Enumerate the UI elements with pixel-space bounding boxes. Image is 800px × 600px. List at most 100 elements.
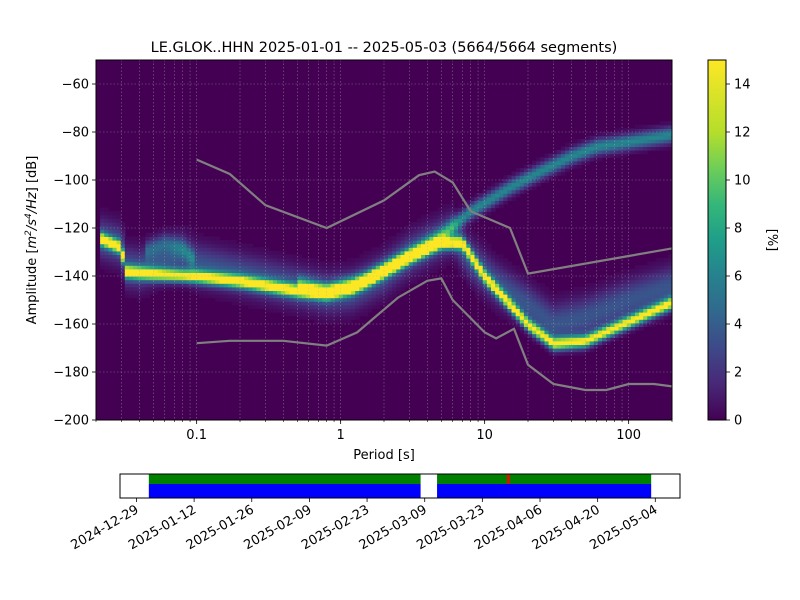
heatmap-cell [379, 247, 385, 252]
heatmap-cell [256, 304, 262, 309]
heatmap-cell [235, 250, 241, 255]
heatmap-cell [462, 204, 467, 209]
chart-title: LE.GLOK..HHN 2025-01-01 -- 2025-05-03 (5… [151, 40, 618, 56]
heatmap-cell [556, 150, 562, 155]
heatmap-cell [470, 286, 476, 291]
heatmap-cell [589, 348, 595, 353]
heatmap-cell [227, 250, 233, 255]
heatmap-cell [264, 247, 270, 252]
heatmap-cell [174, 240, 179, 245]
heatmap-cell [342, 272, 348, 277]
heatmap-cell [614, 319, 620, 324]
heatmap-cell [272, 294, 278, 299]
heatmap-cell [622, 132, 628, 137]
heatmap-cell [416, 247, 422, 252]
heatmap-cell [116, 272, 122, 277]
heatmap-cell [334, 290, 340, 295]
heatmap-cell [643, 297, 648, 302]
heatmap-cell [606, 146, 611, 151]
heatmap-cell [560, 290, 566, 295]
heatmap-cell [458, 240, 463, 245]
heatmap-cell [145, 279, 151, 284]
heatmap-cell [322, 290, 327, 295]
heatmap-cell [466, 211, 471, 216]
heatmap-cell [486, 207, 492, 212]
timeline-border [119, 473, 681, 499]
heatmap-cell [165, 236, 171, 241]
heatmap-cell [569, 294, 574, 299]
heatmap-cell [651, 319, 657, 324]
heatmap-cell [367, 268, 373, 273]
heatmap-cell [622, 326, 628, 331]
heatmap-cell [544, 301, 550, 306]
heatmap-cell [252, 254, 258, 259]
y-tick-label: −140 [53, 270, 89, 285]
heatmap-cell [322, 319, 327, 324]
heatmap-cell [602, 301, 607, 306]
heatmap-cell [149, 258, 155, 263]
heatmap-cell [235, 265, 241, 270]
heatmap-cell [301, 304, 307, 309]
heatmap-cell [597, 297, 603, 302]
heatmap-cell [392, 250, 397, 255]
heatmap-cell [384, 276, 389, 281]
heatmap-cell [207, 250, 212, 255]
heatmap-cell [474, 283, 480, 288]
heatmap-cell [470, 229, 476, 234]
heatmap-cell [330, 294, 336, 299]
heatmap-cell [289, 279, 295, 284]
heatmap-cell [528, 276, 533, 281]
heatmap-cell [647, 322, 653, 327]
heatmap-cell [503, 178, 509, 183]
heatmap-cell [569, 348, 574, 353]
heatmap-cell [346, 265, 352, 270]
heatmap-cell [610, 312, 615, 317]
heatmap-cell [552, 348, 558, 353]
heatmap-cell [536, 160, 541, 165]
heatmap-cell [433, 218, 439, 223]
heatmap-cell [528, 337, 533, 342]
heatmap-cell [523, 297, 529, 302]
heatmap-cell [433, 268, 439, 273]
heatmap-cell [573, 348, 578, 353]
heatmap-cell [330, 286, 336, 291]
colorbar-tick-label: 14 [734, 78, 751, 93]
heatmap-cell [478, 261, 484, 266]
heatmap-cell [503, 297, 509, 302]
heatmap-cell [240, 247, 245, 252]
heatmap-cell [585, 139, 591, 144]
heatmap-cell [371, 283, 377, 288]
heatmap-cell [264, 276, 270, 281]
heatmap-cell [120, 236, 126, 241]
heatmap-cell [272, 301, 278, 306]
heatmap-cell [165, 265, 171, 270]
heatmap-cell [425, 218, 430, 223]
heatmap-cell [486, 189, 492, 194]
heatmap-cell [589, 333, 595, 338]
heatmap-cell [626, 283, 632, 288]
heatmap-cell [499, 315, 504, 320]
heatmap-cell [585, 135, 591, 140]
heatmap-cell [240, 301, 245, 306]
heatmap-cell [577, 351, 583, 356]
heatmap-cell [433, 265, 439, 270]
heatmap-cell [490, 200, 496, 205]
heatmap-cell [626, 290, 632, 295]
heatmap-cell [429, 232, 434, 237]
heatmap-cell [449, 240, 455, 245]
heatmap-cell [548, 330, 554, 335]
heatmap-cell [207, 236, 212, 241]
heatmap-cell [248, 304, 253, 309]
heatmap-cell [470, 240, 476, 245]
heatmap-cell [194, 265, 200, 270]
heatmap-cell [338, 283, 344, 288]
heatmap-cell [573, 164, 578, 169]
heatmap-cell [277, 265, 282, 270]
heatmap-cell [322, 308, 327, 313]
heatmap-cell [384, 301, 389, 306]
heatmap-cell [515, 294, 521, 299]
heatmap-cell [490, 182, 496, 187]
heatmap-cell [330, 272, 336, 277]
heatmap-cell [647, 286, 653, 291]
heatmap-cell [379, 294, 385, 299]
